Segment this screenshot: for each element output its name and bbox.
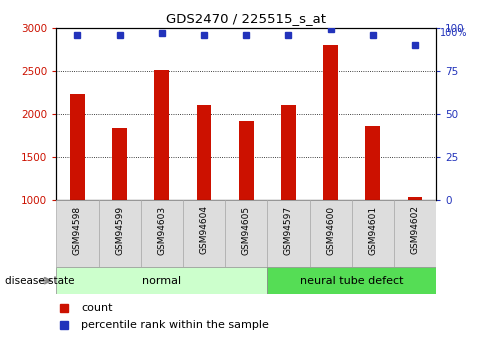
Text: GSM94604: GSM94604 [199,206,209,255]
Text: GSM94603: GSM94603 [157,206,166,255]
Text: GSM94605: GSM94605 [242,206,251,255]
Bar [323,45,338,286]
Text: disease state: disease state [5,276,74,286]
Text: normal: normal [142,276,181,286]
Bar [310,200,352,267]
Bar [98,200,141,267]
Bar [183,200,225,267]
Bar [394,200,436,267]
Title: GDS2470 / 225515_s_at: GDS2470 / 225515_s_at [166,12,326,25]
Text: GSM94599: GSM94599 [115,206,124,255]
Bar [196,105,211,286]
Text: count: count [81,303,113,313]
Bar [154,70,169,286]
Text: GSM94602: GSM94602 [411,206,419,255]
Text: GSM94601: GSM94601 [368,206,377,255]
Text: GSM94600: GSM94600 [326,206,335,255]
Text: GSM94597: GSM94597 [284,206,293,255]
Text: neural tube defect: neural tube defect [300,276,403,286]
Bar [366,126,380,286]
Bar [281,105,296,286]
Bar [408,197,422,286]
Text: percentile rank within the sample: percentile rank within the sample [81,320,269,330]
Bar [112,128,127,286]
Bar [239,121,254,286]
Bar [268,200,310,267]
Bar [352,200,394,267]
Text: GSM94598: GSM94598 [73,206,82,255]
Bar [225,200,268,267]
Bar [56,200,98,267]
Text: 100%: 100% [440,28,467,38]
Bar [70,94,85,286]
Bar [268,267,436,294]
Bar [141,200,183,267]
Bar [56,267,268,294]
